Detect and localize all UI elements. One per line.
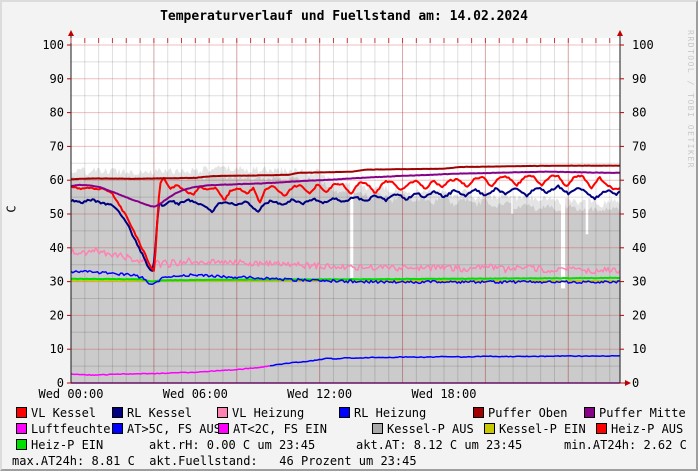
y-tick-label-left: 0 (57, 376, 64, 390)
series-heiz-p-ein (70, 276, 620, 283)
y-tick-label-left: 20 (50, 308, 64, 322)
y-tick-label-right: 80 (632, 106, 646, 120)
legend-item: VL Heizung (217, 407, 304, 419)
legend-item: Heiz-P AUS (596, 423, 683, 435)
area-gap (350, 45, 354, 282)
arrow-right (625, 380, 631, 386)
legend-swatch (484, 423, 495, 434)
legend-swatch (112, 407, 123, 418)
y-tick-label-right: 50 (632, 207, 646, 221)
series-rl-heizung (70, 269, 620, 286)
legend-label: Luftfeuchte (31, 422, 111, 436)
legend-swatch (584, 407, 595, 418)
arrow-up-left (68, 30, 74, 36)
x-tick-label: Wed 00:00 (38, 387, 103, 401)
legend-label: Heiz-P AUS (611, 422, 684, 436)
y-tick-label-right: 100 (632, 38, 654, 52)
y-tick-label-left: 30 (50, 275, 64, 289)
area-gap (511, 45, 514, 214)
y-tick-label-left: 40 (50, 241, 64, 255)
legend-swatch (372, 423, 383, 434)
legend-label: AT<2C, FS EIN (233, 422, 327, 436)
legend-item: Puffer Oben (473, 407, 567, 419)
legend-stat: akt.AT: 8.12 C um 23:45 (356, 438, 523, 452)
y-tick-label-right: 90 (632, 72, 646, 86)
legend-item: VL Kessel (16, 407, 96, 419)
legend-row-4: max.AT24h: 8.81 C akt.Fuellstand: 46 Pro… (2, 454, 696, 469)
series-rl-kessel (70, 184, 621, 272)
chart-title: Temperaturverlauf und Fuellstand am: 14.… (160, 9, 528, 24)
legend-label: VL Heizung (232, 406, 305, 420)
legend-label: Puffer Oben (488, 406, 568, 420)
legend-item: Luftfeuchte (16, 423, 110, 435)
legend-row-3: Heiz-P EIN akt.rH: 0.00 C um 23:45 akt.AT:… (2, 438, 696, 453)
legend-swatch (16, 439, 27, 450)
legend-label: Kessel-P AUS (387, 422, 474, 436)
legend-swatch (596, 423, 607, 434)
legend-stat: akt.rH: 0.00 C um 23:45 (149, 438, 316, 452)
y-tick-label-left: 70 (50, 139, 64, 153)
legend-swatch (339, 407, 350, 418)
legend-row-2: Luftfeuchte AT>5C, FS AUS AT<2C, FS EIN Kes… (2, 423, 696, 437)
x-tick-label: Wed 12:00 (287, 387, 352, 401)
series-vl-heizung (70, 246, 621, 275)
legend-item: Puffer Mitte (584, 407, 686, 419)
legend-item: Kessel-P AUS (372, 423, 474, 435)
y-tick-label-right: 70 (632, 139, 646, 153)
y-tick-label-left: 100 (42, 38, 64, 52)
legend-swatch (112, 423, 123, 434)
legend-swatch (16, 423, 27, 434)
series-puffer-oben (70, 164, 620, 181)
legend-swatch (473, 407, 484, 418)
legend-label: AT>5C, FS AUS (127, 422, 221, 436)
y-tick-label-right: 20 (632, 308, 646, 322)
series-vl-kessel (70, 174, 621, 272)
x-tick-label: Wed 06:00 (163, 387, 228, 401)
x-tick-label: Wed 18:00 (411, 387, 476, 401)
y-tick-label-right: 0 (632, 376, 639, 390)
legend-item: Heiz-P EIN (16, 439, 103, 451)
legend-item: AT>5C, FS AUS (112, 423, 221, 435)
legend-stat: min.AT24h: 2.62 C (564, 438, 687, 452)
y-tick-label-left: 80 (50, 106, 64, 120)
y-tick-label-right: 30 (632, 275, 646, 289)
legend-item: RL Kessel (112, 407, 192, 419)
series-at-ueber-5c (269, 354, 620, 367)
series-puffer-mitte (70, 170, 620, 208)
y-tick-label-left: 90 (50, 72, 64, 86)
plot-canvas: 0 0 10 10 20 20 30 30 40 40 50 50 60 60 70 70 80 80 90 90 10… (38, 30, 654, 401)
legend-label: Kessel-P EIN (499, 422, 586, 436)
legend-label: VL Kessel (31, 406, 97, 420)
legend-label: RL Heizung (354, 406, 427, 420)
legend-swatch (218, 423, 229, 434)
legend-item: AT<2C, FS EIN (218, 423, 327, 435)
legend-label: Puffer Mitte (599, 406, 686, 420)
legend-swatch (217, 407, 228, 418)
legend-swatch (16, 407, 27, 418)
legend-item: RL Heizung (339, 407, 426, 419)
y-tick-label-left: 10 (50, 342, 64, 356)
y-tick-label-left: 50 (50, 207, 64, 221)
legend-row-1: VL Kessel RL Kessel VL Heizung RL Heizung Pu… (2, 407, 696, 421)
legend-label: RL Kessel (127, 406, 193, 420)
y-tick-label-right: 10 (632, 342, 646, 356)
area-gap (585, 45, 589, 235)
series-at-unter-5c (70, 365, 271, 377)
legend-item: Kessel-P EIN (484, 423, 586, 435)
rrdtool-watermark: RRDTOOL / TOBI OETIKER (686, 30, 695, 169)
arrow-up-right (617, 30, 623, 36)
y-tick-label-right: 60 (632, 173, 646, 187)
legend-stat: max.AT24h: 8.81 C akt.Fuellstand: 46 Pro… (12, 454, 417, 468)
y-tick-label-right: 40 (632, 241, 646, 255)
legend-label: Heiz-P EIN (31, 438, 104, 452)
y-tick-label-left: 60 (50, 173, 64, 187)
